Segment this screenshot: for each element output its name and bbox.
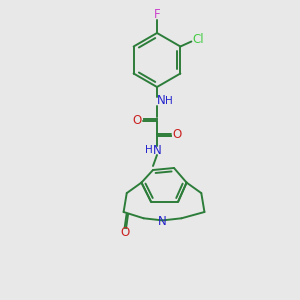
- Text: H: H: [145, 145, 153, 155]
- Text: O: O: [172, 128, 182, 140]
- Text: N: N: [158, 215, 167, 228]
- Text: N: N: [157, 94, 165, 107]
- Text: N: N: [153, 143, 161, 157]
- Text: Cl: Cl: [193, 33, 204, 46]
- Text: H: H: [165, 96, 173, 106]
- Text: O: O: [120, 226, 129, 239]
- Text: O: O: [132, 115, 142, 128]
- Text: F: F: [154, 8, 160, 20]
